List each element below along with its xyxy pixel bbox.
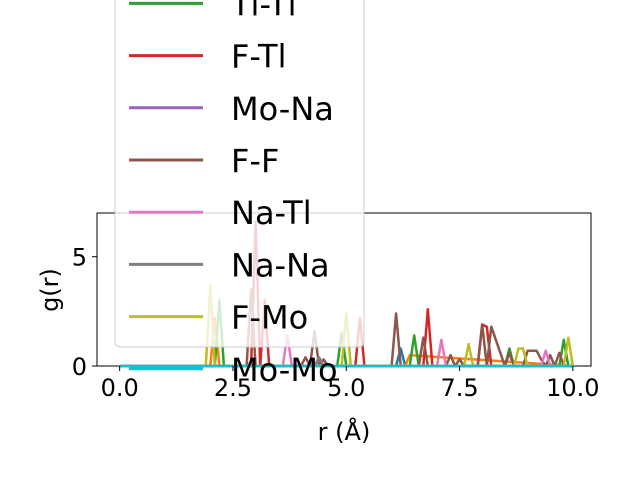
legend-label-8: F-Mo	[231, 299, 308, 337]
y-axis: 05	[72, 244, 97, 381]
legend-label-4: Mo-Na	[231, 90, 334, 128]
x-axis-title: r (Å)	[318, 417, 371, 446]
y-axis-title: g(r)	[36, 268, 64, 312]
x-tick-label: 7.5	[440, 374, 478, 402]
legend-label-9: Mo-Mo	[231, 351, 338, 389]
x-tick-label: 0.0	[101, 374, 139, 402]
x-tick-label: 5.0	[327, 374, 365, 402]
x-tick-label: 2.5	[214, 374, 252, 402]
legend-label-3: F-Tl	[231, 38, 286, 76]
legend-label-2: Tl-Tl	[230, 0, 296, 23]
y-tick-label: 5	[72, 244, 87, 272]
x-axis: 0.0 2.5 5.0 7.5 10.0	[101, 366, 600, 402]
legend-label-6: Na-Tl	[231, 194, 312, 232]
legend-label-7: Na-Na	[231, 246, 330, 284]
series-line-5	[119, 288, 573, 368]
legend-box	[114, 0, 365, 348]
x-tick-label: 10.0	[546, 374, 599, 402]
legend: Mo-FF-NaTl-TlF-TlMo-NaF-FNa-TlNa-NaF-MoM…	[114, 0, 365, 389]
y-tick-label: 0	[72, 353, 87, 381]
legend-label-5: F-F	[231, 142, 279, 180]
